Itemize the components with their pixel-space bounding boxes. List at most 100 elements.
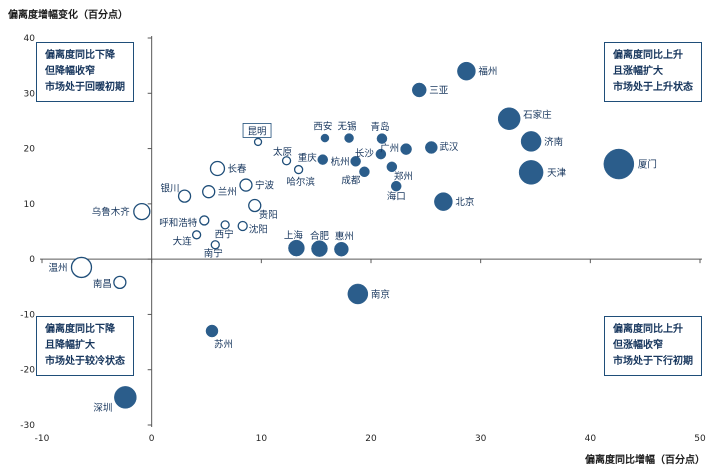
city-label: 哈尔滨	[286, 176, 315, 188]
city-label: 温州	[48, 263, 67, 274]
x-tick-label: 20	[365, 434, 377, 444]
city-bubble	[412, 82, 427, 98]
city-bubble	[497, 107, 521, 130]
quadrant-label-top-left: 偏离度同比下降 但降幅收窄 市场处于回暖初期	[36, 42, 134, 102]
city-label: 厦门	[638, 159, 657, 171]
city-bubble	[210, 240, 220, 250]
quadrant-line: 市场处于上升状态	[613, 82, 693, 93]
city-bubble	[202, 185, 216, 199]
city-bubble	[311, 240, 328, 257]
quadrant-line: 偏离度同比上升	[613, 324, 683, 335]
quadrant-line: 偏离度同比上升	[613, 50, 683, 61]
city-bubble	[253, 137, 263, 147]
city-bubble	[359, 166, 370, 178]
city-label: 苏州	[214, 339, 233, 351]
city-bubble	[177, 189, 192, 203]
city-bubble	[209, 160, 226, 177]
y-tick-label: -30	[20, 421, 35, 431]
city-bubble	[375, 148, 387, 160]
y-axis-title: 偏离度增幅变化（百分点）	[8, 10, 128, 21]
city-label: 长春	[227, 163, 247, 175]
city-label: 无锡	[338, 121, 357, 133]
city-bubble	[350, 156, 361, 167]
city-label: 西安	[313, 121, 332, 133]
city-bubble	[518, 160, 544, 185]
x-tick-label: 0	[149, 434, 155, 444]
y-tick-label: 30	[24, 89, 36, 99]
city-bubble	[205, 324, 219, 338]
city-bubble	[425, 141, 438, 154]
quadrant-line: 市场处于回暖初期	[45, 82, 125, 93]
city-label: 乌鲁木齐	[92, 206, 131, 218]
quadrant-line: 且降幅扩大	[45, 340, 95, 351]
city-label: 沈阳	[249, 223, 268, 235]
city-label: 青岛	[370, 121, 389, 133]
city-label: 石家庄	[523, 109, 552, 121]
quadrant-line: 但涨幅收窄	[613, 340, 663, 351]
city-bubble	[220, 220, 230, 230]
y-tick-label: -20	[20, 366, 35, 376]
city-label: 兰州	[218, 186, 237, 198]
city-label: 呼和浩特	[159, 217, 198, 229]
city-bubble	[347, 283, 369, 305]
city-label: 天津	[547, 168, 567, 179]
city-label: 长沙	[355, 148, 375, 160]
city-bubble	[520, 131, 542, 152]
city-label: 深圳	[93, 403, 112, 414]
city-label: 海口	[387, 191, 406, 203]
x-tick-label: 10	[256, 434, 268, 444]
city-bubble	[281, 156, 292, 166]
quadrant-label-bottom-left: 偏离度同比下降 且降幅扩大 市场处于较冷状态	[36, 316, 134, 376]
city-label: 成都	[341, 174, 361, 186]
city-label: 银川	[161, 183, 180, 195]
city-bubble	[390, 180, 402, 192]
quadrant-line: 市场处于下行初期	[613, 356, 693, 367]
quadrant-line: 但降幅收窄	[45, 66, 95, 77]
city-label: 上海	[284, 230, 304, 242]
x-axis-title: 偏离度同比增幅（百分点）	[585, 455, 705, 466]
city-bubble	[457, 61, 476, 81]
city-bubble	[288, 239, 305, 257]
quadrant-line: 市场处于较冷状态	[45, 356, 125, 367]
city-bubble	[434, 192, 453, 211]
city-bubble	[237, 220, 248, 232]
city-bubble	[191, 230, 202, 240]
city-bubble	[248, 198, 262, 213]
city-bubble	[400, 143, 412, 155]
quadrant-line: 偏离度同比下降	[45, 324, 115, 335]
city-bubble	[114, 386, 137, 409]
quadrant-line: 偏离度同比下降	[45, 50, 115, 61]
city-label: 合肥	[310, 230, 330, 242]
city-label: 南昌	[93, 278, 112, 290]
city-bubble	[113, 275, 127, 290]
city-label: 宁波	[255, 180, 275, 192]
city-label: 大连	[173, 235, 193, 247]
city-label: 济南	[544, 136, 563, 148]
y-tick-label: 20	[24, 145, 36, 155]
city-label: 太原	[273, 146, 292, 158]
x-tick-label: 50	[694, 434, 706, 444]
city-bubble	[320, 133, 330, 143]
city-bubble	[293, 164, 304, 175]
city-label: 郑州	[394, 170, 413, 182]
city-label: 武汉	[439, 141, 459, 153]
y-tick-label: 40	[24, 34, 36, 44]
city-bubble	[334, 241, 349, 257]
city-bubble	[386, 161, 398, 173]
city-label: 三亚	[429, 85, 449, 96]
y-tick-label: -10	[20, 310, 35, 320]
city-label: 贵阳	[259, 209, 278, 221]
quadrant-label-top-right: 偏离度同比上升 且涨幅扩大 市场处于上升状态	[604, 42, 702, 102]
city-label: 惠州	[335, 231, 354, 243]
city-bubble	[133, 202, 151, 221]
city-label: 福州	[478, 66, 497, 78]
city-label: 杭州	[331, 156, 350, 168]
x-tick-label: -10	[35, 434, 50, 444]
city-bubble	[239, 178, 253, 192]
city-bubble	[317, 154, 328, 165]
x-tick-label: 30	[475, 434, 487, 444]
y-tick-label: 0	[29, 255, 35, 265]
x-tick-label: 40	[585, 434, 597, 444]
